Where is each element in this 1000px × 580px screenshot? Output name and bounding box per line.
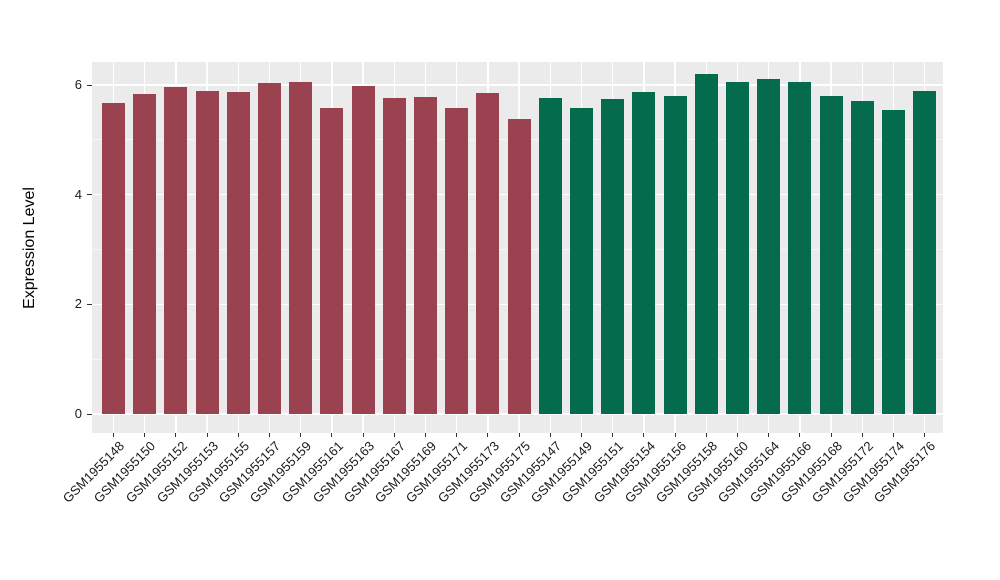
y-tick-mark <box>87 194 92 196</box>
bar <box>726 82 749 414</box>
x-tick-mark <box>237 433 239 437</box>
bar <box>913 90 937 414</box>
x-tick-mark <box>705 433 707 437</box>
bar <box>133 93 157 414</box>
x-tick-mark <box>737 433 738 437</box>
bar <box>850 101 874 414</box>
y-tick-mark <box>87 413 92 415</box>
y-tick-mark <box>87 303 92 305</box>
x-tick-mark <box>113 433 114 437</box>
bar <box>694 74 718 414</box>
x-tick-mark <box>362 433 364 437</box>
x-tick-mark <box>830 433 832 437</box>
y-tick-label: 6 <box>74 77 82 93</box>
bar <box>757 78 781 414</box>
bar <box>632 91 656 414</box>
bar <box>414 97 437 414</box>
y-tick-label: 4 <box>74 186 82 202</box>
x-tick-mark <box>456 433 458 437</box>
x-tick-mark <box>206 433 208 437</box>
x-tick-mark <box>518 433 520 437</box>
x-tick-mark <box>861 433 863 437</box>
bar <box>351 85 375 414</box>
bar <box>476 93 500 414</box>
bar <box>164 86 188 414</box>
bar <box>570 107 593 414</box>
bar <box>507 119 531 414</box>
y-tick-label: 2 <box>74 296 82 312</box>
x-tick-mark <box>393 433 395 437</box>
y-tick-label: 0 <box>74 406 82 421</box>
bar <box>819 95 843 414</box>
y-tick-mark <box>87 84 92 86</box>
bar <box>289 82 313 414</box>
plot-panel <box>92 62 943 433</box>
bar <box>663 95 687 414</box>
bar <box>382 97 406 414</box>
x-tick-mark <box>893 433 894 437</box>
x-tick-mark <box>643 433 645 437</box>
bar <box>788 81 812 414</box>
x-tick-mark <box>425 433 426 437</box>
y-gridline-major <box>92 84 943 86</box>
y-axis-title: Expression Level <box>21 187 38 309</box>
x-tick-mark <box>768 433 770 437</box>
bar <box>195 90 219 414</box>
bar <box>258 83 281 414</box>
x-tick-mark <box>924 433 926 437</box>
x-tick-mark <box>269 433 270 437</box>
y-gridline-major <box>92 413 943 415</box>
x-tick-mark <box>487 433 489 437</box>
x-tick-mark <box>300 433 302 437</box>
x-tick-mark <box>581 433 582 437</box>
bar <box>445 108 469 414</box>
bar <box>538 97 562 414</box>
bar <box>226 91 250 414</box>
x-tick-mark <box>144 433 146 437</box>
bar <box>320 108 344 414</box>
x-tick-mark <box>612 433 614 437</box>
x-tick-mark <box>799 433 801 437</box>
bar <box>882 109 905 414</box>
bar <box>102 103 125 414</box>
x-tick-mark <box>331 433 333 437</box>
x-tick-mark <box>175 433 177 437</box>
x-tick-mark <box>674 433 676 437</box>
bar <box>601 98 625 414</box>
x-tick-mark <box>549 433 551 437</box>
